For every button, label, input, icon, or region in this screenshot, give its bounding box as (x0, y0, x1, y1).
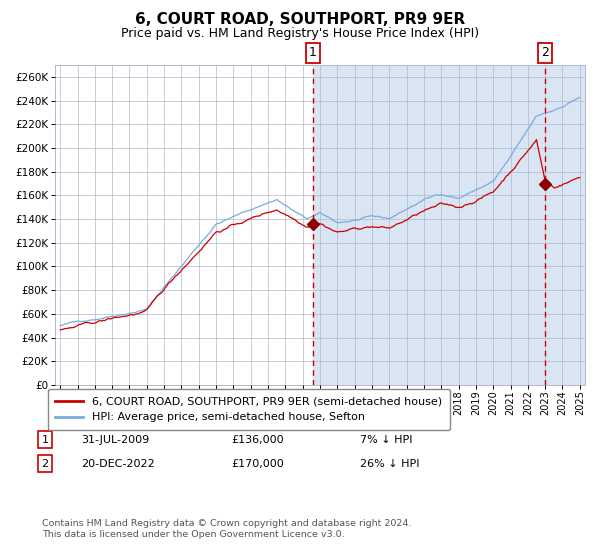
Text: 26% ↓ HPI: 26% ↓ HPI (360, 459, 419, 469)
Text: 1: 1 (41, 435, 49, 445)
Text: 31-JUL-2009: 31-JUL-2009 (81, 435, 149, 445)
Text: 1: 1 (309, 46, 317, 59)
Text: £136,000: £136,000 (231, 435, 284, 445)
Legend: 6, COURT ROAD, SOUTHPORT, PR9 9ER (semi-detached house), HPI: Average price, sem: 6, COURT ROAD, SOUTHPORT, PR9 9ER (semi-… (47, 389, 450, 430)
Text: 20-DEC-2022: 20-DEC-2022 (81, 459, 155, 469)
Text: 7% ↓ HPI: 7% ↓ HPI (360, 435, 413, 445)
Text: 2: 2 (541, 46, 548, 59)
Text: 6, COURT ROAD, SOUTHPORT, PR9 9ER: 6, COURT ROAD, SOUTHPORT, PR9 9ER (135, 12, 465, 27)
Bar (545, 65, 585, 385)
Text: 2: 2 (41, 459, 49, 469)
Bar (313, 65, 585, 385)
Text: £170,000: £170,000 (231, 459, 284, 469)
Text: Price paid vs. HM Land Registry's House Price Index (HPI): Price paid vs. HM Land Registry's House … (121, 27, 479, 40)
Text: Contains HM Land Registry data © Crown copyright and database right 2024.
This d: Contains HM Land Registry data © Crown c… (42, 520, 412, 539)
